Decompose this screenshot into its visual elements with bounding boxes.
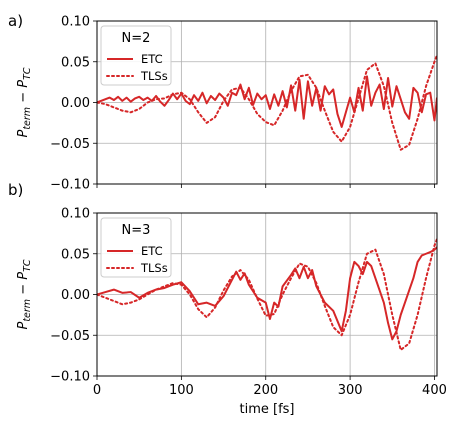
y-tick-label: −0.10 — [50, 370, 90, 385]
y-axis-label: Pterm − PTC — [16, 67, 33, 137]
x-tick-label: 100 — [169, 383, 194, 398]
y-tick-label: 0.10 — [61, 15, 90, 30]
y-tick-label: 0.05 — [61, 55, 90, 70]
x-tick-label: 200 — [253, 383, 278, 398]
x-tick-label: 0 — [93, 383, 101, 398]
legend: N=2 ETC TLSs — [100, 25, 172, 86]
x-axis-label: time [fs] — [240, 402, 295, 417]
series-line-tlss — [97, 54, 437, 151]
series-line-etc — [97, 75, 437, 128]
y-tick-label: 0.00 — [61, 96, 90, 111]
legend: N=3 ETC TLSs — [100, 217, 172, 278]
legend-entry-label: ETC — [141, 244, 163, 258]
legend-box — [100, 217, 172, 278]
y-tick-label: −0.10 — [50, 178, 90, 193]
panel-a: −0.10 −0.05 0.00 0.05 0.10 a) Pterm − PTC N=2 ET… — [8, 12, 438, 193]
y-axis-label: Pterm − PTC — [16, 259, 33, 329]
y-tick-label: 0.00 — [61, 288, 90, 303]
panel-label: b) — [8, 181, 23, 199]
legend-entry-label: ETC — [141, 52, 163, 66]
x-tick-label: 400 — [422, 383, 447, 398]
legend-box — [100, 25, 172, 86]
y-tick-label: 0.05 — [61, 247, 90, 262]
y-tick-label: −0.05 — [50, 329, 90, 344]
series-line-tlss — [97, 238, 437, 351]
legend-title: N=2 — [122, 31, 151, 46]
legend-entry-label: TLSs — [140, 261, 168, 275]
x-tick-label: 300 — [338, 383, 363, 398]
panel-label: a) — [8, 12, 23, 30]
y-tick-label: 0.10 — [61, 207, 90, 222]
y-tick-label: −0.05 — [50, 137, 90, 152]
legend-entry-label: TLSs — [140, 69, 168, 83]
legend-title: N=3 — [122, 223, 151, 238]
panel-b: 0 100 200 300 400 −0.10 −0.05 0.00 0.05 0.10 b) Pte… — [8, 181, 447, 417]
